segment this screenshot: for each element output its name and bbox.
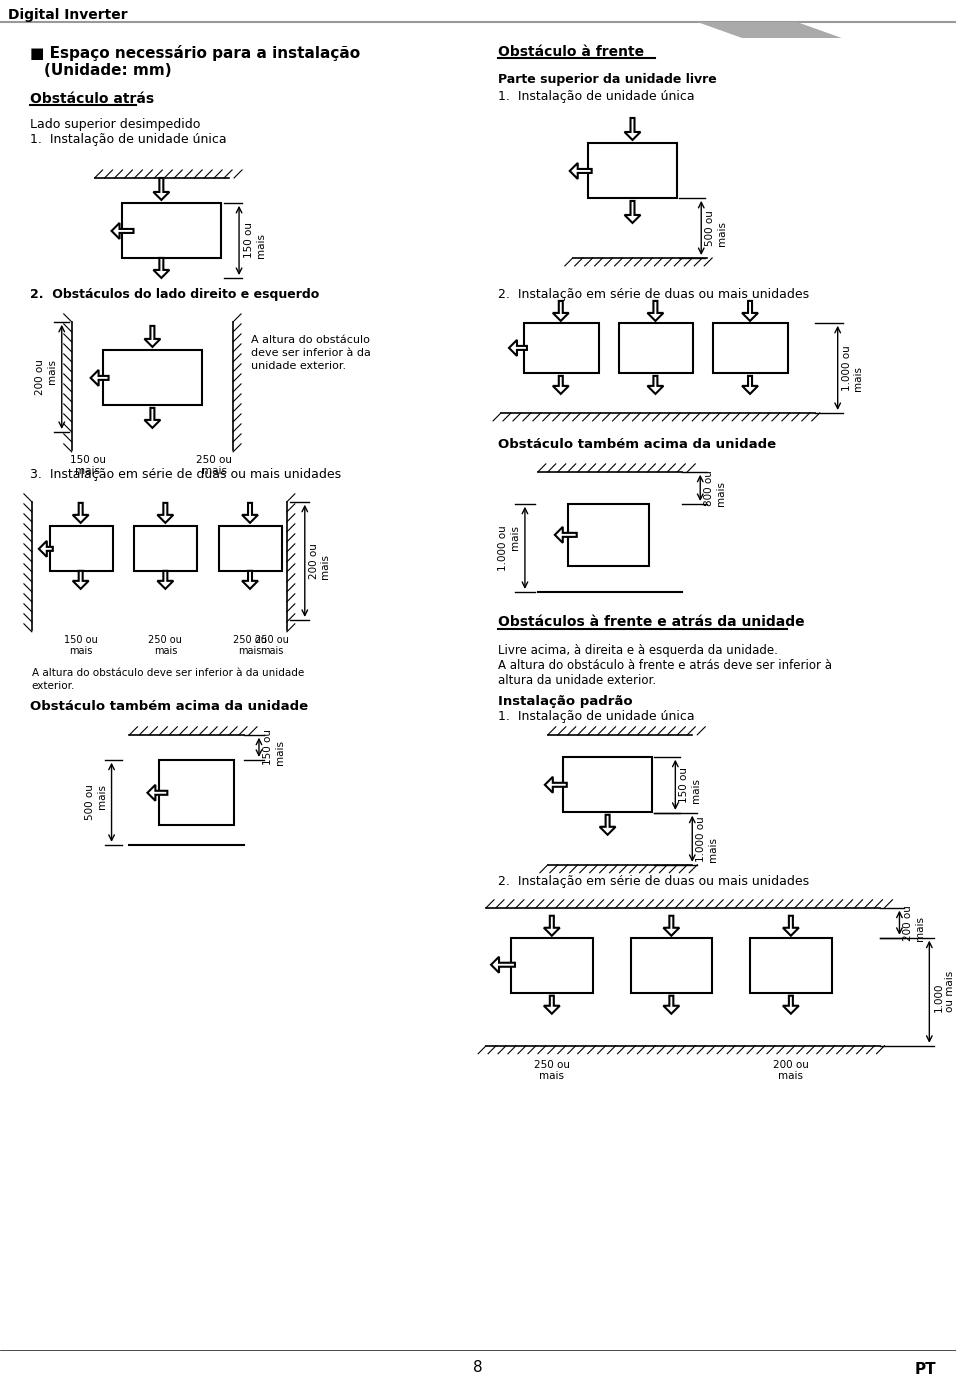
Polygon shape [569,163,591,180]
Polygon shape [157,503,174,523]
Text: Obstáculo à frente: Obstáculo à frente [498,46,644,59]
Bar [631,938,712,993]
Bar [159,760,234,824]
Text: Livre acima, à direita e à esquerda da unidade.: Livre acima, à direita e à esquerda da u… [498,644,778,657]
Polygon shape [144,407,160,428]
Text: unidade exterior.: unidade exterior. [251,360,347,371]
Polygon shape [242,503,258,523]
Text: 250 ou
mais: 250 ou mais [255,635,289,656]
Bar [588,144,678,197]
Polygon shape [509,340,527,356]
Text: 1.000
ou mais: 1.000 ou mais [933,971,955,1012]
Text: 150 ou
mais: 150 ou mais [70,454,106,476]
Polygon shape [783,916,799,936]
Polygon shape [90,370,108,385]
Text: 200 ou
mais: 200 ou mais [903,905,925,940]
Text: 1.000 ou
mais: 1.000 ou mais [842,345,863,391]
Text: Instalação padrão: Instalação padrão [498,695,633,708]
Text: 1.  Instalação de unidade única: 1. Instalação de unidade única [498,710,695,722]
Text: 200 ou
mais: 200 ou mais [309,543,330,579]
Text: 250 ou
mais: 250 ou mais [534,1059,570,1081]
Polygon shape [545,776,566,793]
Text: PT: PT [915,1362,936,1377]
Polygon shape [544,916,560,936]
Text: 1.  Instalação de unidade única: 1. Instalação de unidade única [498,90,695,104]
Polygon shape [157,570,174,588]
Polygon shape [742,301,758,320]
Polygon shape [148,784,167,801]
Text: ■ Espaço necessário para a instalação: ■ Espaço necessário para a instalação [30,46,360,61]
Text: Obstáculo também acima da unidade: Obstáculo também acima da unidade [30,700,308,713]
Text: exterior.: exterior. [32,681,75,690]
Text: 1.  Instalação de unidade única: 1. Instalação de unidade única [30,133,227,146]
Polygon shape [73,503,88,523]
Text: 2.  Instalação em série de duas ou mais unidades: 2. Instalação em série de duas ou mais u… [498,287,809,301]
Polygon shape [73,570,88,588]
Polygon shape [553,301,568,320]
Polygon shape [697,22,842,39]
Polygon shape [154,178,169,200]
Polygon shape [647,301,663,320]
Text: 200 ou
mais: 200 ou mais [36,359,57,395]
Text: 250 ou
mais: 250 ou mais [196,454,232,476]
Text: 250 ou
mais: 250 ou mais [233,635,267,656]
Text: 1.000 ou
mais: 1.000 ou mais [696,816,718,862]
Text: 150 ou
mais: 150 ou mais [680,766,701,802]
Text: Obstáculos à frente e atrás da unidade: Obstáculos à frente e atrás da unidade [498,615,804,628]
Polygon shape [783,996,799,1014]
Text: 500 ou
mais: 500 ou mais [85,784,107,820]
Bar [567,504,649,566]
Bar [103,349,203,405]
Text: Lado superior desimpedido: Lado superior desimpedido [30,117,201,131]
Text: Obstáculo também acima da unidade: Obstáculo também acima da unidade [498,438,776,450]
Bar [524,323,599,373]
Text: 500 ou
mais: 500 ou mais [706,210,727,246]
Bar [122,203,221,258]
Text: 150 ou
mais: 150 ou mais [263,729,284,765]
Bar [511,938,592,993]
Text: 200 ou
mais: 200 ou mais [773,1059,809,1081]
Polygon shape [663,996,680,1014]
Text: 150 ou
mais: 150 ou mais [63,635,98,656]
Text: 2.  Obstáculos do lado direito e esquerdo: 2. Obstáculos do lado direito e esquerdo [30,287,319,301]
Polygon shape [625,202,640,222]
Bar [219,526,282,570]
Polygon shape [600,815,615,834]
Text: 3.  Instalação em série de duas ou mais unidades: 3. Instalação em série de duas ou mais u… [30,468,341,481]
Bar [563,757,653,812]
Bar [50,526,112,570]
Text: altura da unidade exterior.: altura da unidade exterior. [498,674,656,686]
Polygon shape [242,570,258,588]
Bar [618,323,693,373]
Text: Parte superior da unidade livre: Parte superior da unidade livre [498,73,717,86]
Text: 1.000 ou
mais: 1.000 ou mais [498,525,520,570]
Bar [134,526,197,570]
Polygon shape [144,326,160,347]
Text: deve ser inferior à da: deve ser inferior à da [251,348,371,358]
Text: 150 ou
mais: 150 ou mais [244,222,266,258]
Polygon shape [154,258,169,278]
Text: (Unidade: mm): (Unidade: mm) [44,64,172,77]
Bar [713,323,788,373]
Polygon shape [111,222,133,239]
Polygon shape [544,996,560,1014]
Text: A altura do obstáculo: A altura do obstáculo [251,336,370,345]
Text: A altura do obstáculo à frente e atrás deve ser inferior à: A altura do obstáculo à frente e atrás d… [498,659,832,671]
Polygon shape [553,376,568,394]
Polygon shape [647,376,663,394]
Polygon shape [555,528,577,543]
Text: 2.  Instalação em série de duas ou mais unidades: 2. Instalação em série de duas ou mais u… [498,874,809,888]
Polygon shape [38,541,53,557]
Polygon shape [625,117,640,139]
Bar [750,938,831,993]
Text: Digital Inverter: Digital Inverter [8,8,128,22]
Text: 8: 8 [473,1360,483,1374]
Polygon shape [492,957,515,972]
Polygon shape [663,916,680,936]
Text: 250 ou
mais: 250 ou mais [149,635,182,656]
Text: 800 ou
mais: 800 ou mais [705,470,726,505]
Text: Obstáculo atrás: Obstáculo atrás [30,93,154,106]
Text: A altura do obstáculo deve ser inferior à da unidade: A altura do obstáculo deve ser inferior … [32,668,304,678]
Polygon shape [742,376,758,394]
